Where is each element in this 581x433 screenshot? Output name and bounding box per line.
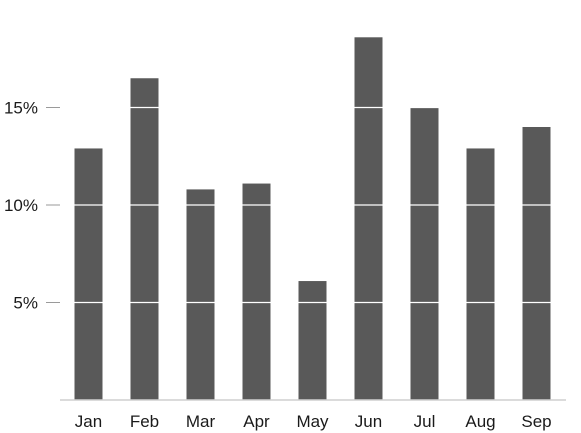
bar-aug [466,148,495,400]
gridlines-layer [60,106,566,304]
axis-layer: Jan Feb Mar Apr May Jun Jul Aug Sep 5% 10% 15% [4,99,566,431]
x-tick-label-sep: Sep [521,412,551,431]
bar-jul [410,107,439,400]
bar-may [298,281,327,400]
bar-jun [354,37,383,401]
x-tick-label-mar: Mar [186,412,216,431]
bar-sep [522,127,551,400]
y-tick-label-5: 5% [13,294,38,313]
x-tick-label-apr: Apr [243,412,270,431]
x-tick-label-jan: Jan [75,412,102,431]
x-tick-label-jun: Jun [355,412,382,431]
bar-feb [130,78,159,400]
bar-mar [186,189,215,400]
y-tick-label-15: 15% [4,99,38,118]
bars-layer [74,37,551,401]
x-tick-label-feb: Feb [130,412,159,431]
y-tick-label-10: 10% [4,196,38,215]
x-tick-label-jul: Jul [414,412,436,431]
bar-jan [74,148,103,400]
bar-apr [242,183,271,400]
x-tick-label-may: May [296,412,329,431]
x-tick-label-aug: Aug [465,412,495,431]
